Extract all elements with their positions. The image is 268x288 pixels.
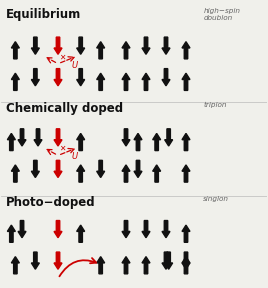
Text: Photo−doped: Photo−doped xyxy=(6,196,96,209)
FancyArrow shape xyxy=(142,257,150,274)
FancyArrow shape xyxy=(142,37,150,54)
FancyArrow shape xyxy=(182,133,190,151)
FancyArrow shape xyxy=(77,165,85,182)
FancyArrow shape xyxy=(134,160,142,177)
FancyArrow shape xyxy=(142,73,150,90)
FancyArrow shape xyxy=(11,165,19,182)
FancyArrow shape xyxy=(122,129,130,146)
FancyArrow shape xyxy=(77,133,85,151)
FancyArrow shape xyxy=(122,257,130,274)
FancyArrow shape xyxy=(11,73,19,90)
FancyArrow shape xyxy=(11,257,19,274)
FancyArrow shape xyxy=(34,129,42,146)
FancyArrow shape xyxy=(162,252,170,269)
FancyArrow shape xyxy=(54,69,62,86)
FancyArrow shape xyxy=(162,69,170,86)
FancyArrow shape xyxy=(31,69,39,86)
FancyArrow shape xyxy=(162,221,170,238)
FancyArrow shape xyxy=(122,165,130,182)
FancyArrow shape xyxy=(182,257,190,274)
FancyArrow shape xyxy=(165,252,173,269)
FancyArrow shape xyxy=(31,37,39,54)
FancyArrow shape xyxy=(182,73,190,90)
FancyArrow shape xyxy=(18,129,26,146)
FancyArrow shape xyxy=(7,225,15,242)
FancyArrow shape xyxy=(11,42,19,59)
Text: U: U xyxy=(72,152,78,161)
FancyArrow shape xyxy=(97,42,105,59)
FancyArrow shape xyxy=(54,129,62,146)
Text: ✕: ✕ xyxy=(59,144,65,153)
FancyArrow shape xyxy=(54,221,62,238)
Text: singlon: singlon xyxy=(203,196,229,202)
FancyArrow shape xyxy=(134,133,142,151)
Text: high−spin
doublon: high−spin doublon xyxy=(203,8,240,21)
Text: triplon: triplon xyxy=(203,102,227,108)
Text: U: U xyxy=(72,61,78,70)
FancyArrow shape xyxy=(18,221,26,238)
FancyArrow shape xyxy=(77,69,85,86)
FancyArrow shape xyxy=(31,160,39,177)
FancyArrow shape xyxy=(182,225,190,242)
FancyArrow shape xyxy=(97,73,105,90)
Text: Equilibrium: Equilibrium xyxy=(6,8,81,21)
FancyArrow shape xyxy=(153,165,161,182)
FancyArrow shape xyxy=(122,42,130,59)
FancyArrow shape xyxy=(31,252,39,269)
Text: Chemically doped: Chemically doped xyxy=(6,102,123,115)
FancyArrow shape xyxy=(122,73,130,90)
FancyArrow shape xyxy=(122,221,130,238)
FancyArrow shape xyxy=(182,42,190,59)
FancyArrow shape xyxy=(97,160,105,177)
FancyArrow shape xyxy=(77,225,85,242)
FancyArrow shape xyxy=(54,160,62,177)
FancyArrow shape xyxy=(54,252,62,269)
FancyArrow shape xyxy=(77,37,85,54)
FancyArrow shape xyxy=(97,257,105,274)
FancyArrow shape xyxy=(153,133,161,151)
Text: ✕: ✕ xyxy=(59,52,65,61)
FancyArrow shape xyxy=(142,221,150,238)
FancyArrow shape xyxy=(162,37,170,54)
FancyArrow shape xyxy=(182,252,190,269)
FancyArrow shape xyxy=(7,133,15,151)
FancyArrow shape xyxy=(54,37,62,54)
FancyArrow shape xyxy=(165,129,173,146)
FancyArrow shape xyxy=(182,165,190,182)
